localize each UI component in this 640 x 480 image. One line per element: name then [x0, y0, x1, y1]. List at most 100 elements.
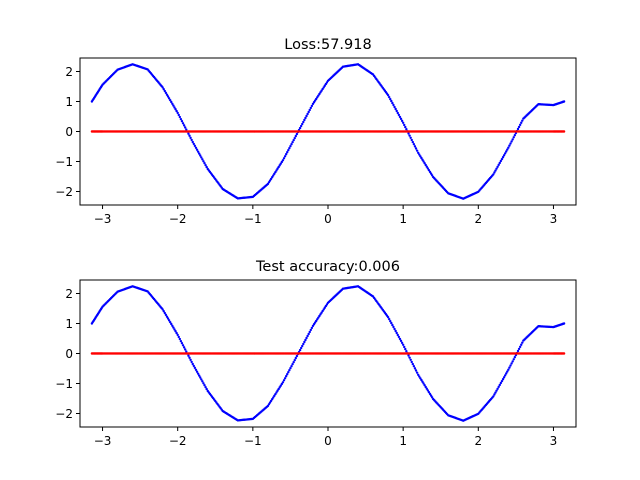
data-point: [176, 111, 179, 115]
data-point: [398, 337, 402, 341]
data-point: [395, 109, 398, 113]
data-point: [497, 163, 500, 167]
data-point: [413, 145, 417, 148]
data-point: [290, 142, 293, 146]
data-point: [185, 128, 188, 131]
data-point: [175, 331, 178, 335]
data-point: [562, 100, 566, 103]
data-point: [396, 111, 399, 115]
data-point: [505, 372, 508, 375]
data-point: [292, 360, 295, 364]
data-point: [414, 369, 418, 372]
data-point: [510, 362, 513, 365]
data-point: [205, 165, 208, 169]
data-point: [506, 370, 509, 373]
data-point: [397, 335, 401, 339]
data-point: [502, 154, 506, 157]
data-point: [391, 101, 394, 105]
data-point: [518, 345, 522, 349]
data-point: [191, 362, 194, 366]
data-point: [286, 373, 289, 376]
data-point: [267, 181, 271, 184]
x-tick-label: −1: [244, 212, 262, 226]
data-point: [174, 330, 177, 333]
data-point: [393, 105, 396, 109]
data-point: [505, 150, 508, 153]
data-point: [411, 362, 415, 366]
data-point: [165, 315, 169, 318]
data-point: [305, 114, 308, 118]
data-point: [493, 171, 496, 174]
y-tick-label: −1: [55, 155, 73, 169]
x-tick-label: 3: [550, 434, 558, 448]
data-point: [409, 358, 412, 361]
data-point: [197, 374, 201, 377]
data-point: [164, 313, 168, 317]
chart-title: Loss:57.918: [284, 37, 371, 53]
y-tick-label: 1: [65, 95, 73, 109]
data-point: [180, 342, 184, 345]
data-point: [425, 165, 428, 168]
data-point: [176, 333, 179, 337]
data-point: [397, 113, 401, 117]
data-point: [202, 382, 205, 385]
data-point: [304, 116, 307, 120]
data-point: [306, 334, 309, 338]
data-point: [308, 330, 311, 334]
data-point: [408, 134, 411, 137]
data-point: [167, 97, 171, 100]
data-point: [387, 317, 391, 321]
data-point: [283, 377, 287, 380]
data-point: [279, 162, 282, 165]
data-point: [499, 159, 503, 163]
data-point: [421, 158, 424, 161]
data-point: [191, 140, 194, 144]
data-point: [408, 356, 411, 359]
data-point: [500, 157, 504, 161]
data-point: [289, 367, 292, 370]
data-point: [425, 387, 428, 390]
data-point: [520, 121, 523, 124]
data-point: [170, 322, 173, 326]
subplot-loss: Loss:57.918 −3 −2 −1 0 1 2 3 −2 −1 0 1 2: [55, 37, 577, 226]
data-point: [509, 364, 512, 367]
data-point: [521, 119, 524, 122]
data-point: [201, 380, 204, 383]
data-point: [419, 377, 422, 380]
data-point: [181, 122, 185, 125]
data-point: [171, 102, 174, 105]
data-point: [162, 310, 165, 313]
data-point: [405, 350, 408, 353]
data-point: [194, 368, 198, 371]
data-point: [415, 371, 419, 374]
y-tick-label: −2: [55, 185, 73, 199]
data-point: [201, 158, 204, 161]
data-point: [185, 350, 188, 353]
data-point: [496, 387, 499, 390]
data-point: [393, 327, 396, 331]
data-point: [195, 370, 199, 373]
data-point: [301, 122, 304, 126]
data-point: [166, 95, 170, 98]
data-point: [179, 117, 183, 121]
data-point: [506, 148, 509, 151]
x-tick-label: −2: [169, 212, 187, 226]
chart-title: Test accuracy:0.006: [255, 259, 400, 275]
data-point: [304, 338, 307, 342]
data-point: [166, 317, 170, 320]
data-point: [392, 325, 395, 329]
data-point: [286, 151, 289, 154]
data-point: [399, 339, 403, 343]
data-point: [203, 162, 206, 165]
x-tick-label: −2: [169, 434, 187, 448]
data-point: [511, 360, 514, 363]
data-point: [294, 134, 297, 138]
data-point: [414, 147, 418, 150]
data-point: [423, 162, 426, 165]
data-point: [510, 140, 513, 143]
x-tick-label: −3: [94, 434, 112, 448]
data-point: [386, 94, 390, 97]
data-point: [396, 333, 399, 337]
data-point: [426, 389, 430, 392]
